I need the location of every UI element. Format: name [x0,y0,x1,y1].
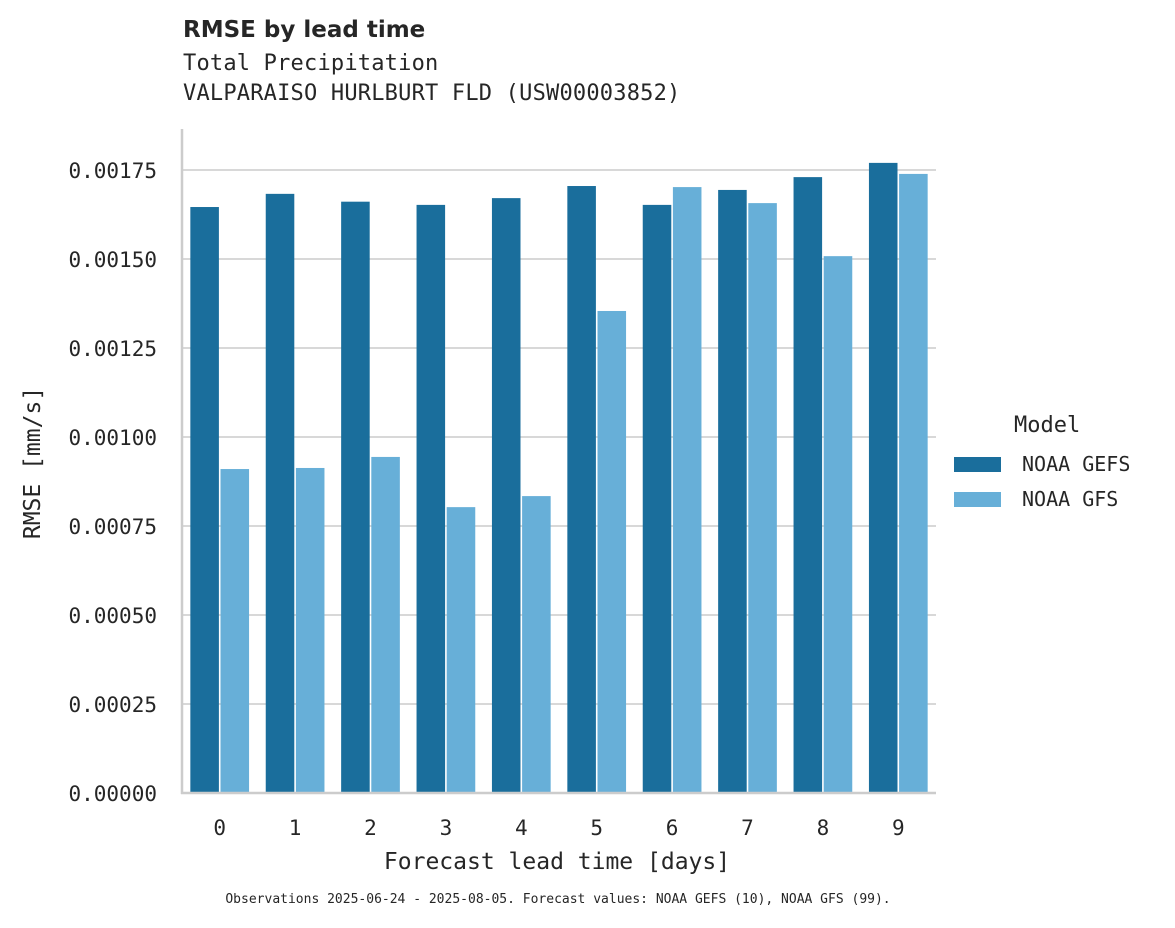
bar-noaa-gfs-6 [672,187,702,793]
bar-noaa-gfs-9 [899,173,928,793]
chart-title: RMSE by lead time [183,17,426,43]
bars [190,162,928,794]
legend-label: NOAA GFS [1022,487,1119,511]
y-tick-label: 0.00050 [68,604,157,628]
bar-noaa-gfs-5 [597,310,627,793]
legend-swatch-gfs [954,491,1001,507]
legend-item-noaa-gefs: NOAA GEFS [954,452,1130,476]
x-tick-label: 6 [666,816,679,840]
y-tick-label: 0.00000 [68,782,157,806]
x-tick-label: 0 [213,816,226,840]
x-axis-label: Forecast lead time [days] [384,849,730,875]
x-tick-label: 9 [892,816,905,840]
bar-noaa-gfs-3 [446,507,476,793]
bar-noaa-gfs-4 [522,496,551,793]
bar-noaa-gfs-1 [295,467,325,793]
x-tick-labels: 0 1 2 3 4 5 6 7 8 9 [213,816,904,840]
y-tick-label: 0.00125 [68,337,157,361]
legend-title: Model [1014,413,1081,438]
y-tick-label: 0.00075 [68,515,157,539]
bar-noaa-gefs-2 [341,201,370,793]
x-tick-label: 2 [364,816,377,840]
x-tick-label: 5 [590,816,603,840]
legend-item-noaa-gfs: NOAA GFS [954,487,1118,511]
y-tick-label: 0.00175 [68,159,157,183]
bar-noaa-gefs-7 [718,189,747,793]
x-tick-label: 7 [741,816,754,840]
legend-swatch-gefs [954,456,1001,472]
gridlines [182,169,936,705]
y-tick-label: 0.00025 [68,693,157,717]
footer-note: Observations 2025-06-24 - 2025-08-05. Fo… [225,892,891,907]
x-tick-label: 4 [515,816,528,840]
bar-noaa-gfs-8 [823,256,853,794]
x-tick-label: 1 [289,816,302,840]
axes [180,129,936,795]
legend-label: NOAA GEFS [1022,452,1131,476]
bar-noaa-gfs-0 [220,469,250,793]
y-tick-labels: 0.00000 0.00025 0.00050 0.00075 0.00100 0.001… [68,159,157,806]
bar-noaa-gefs-6 [642,204,672,793]
bar-noaa-gefs-9 [868,162,898,793]
bar-noaa-gefs-8 [793,177,823,793]
y-axis-label: RMSE [mm/s] [20,387,46,539]
bar-noaa-gefs-4 [491,198,521,793]
bar-noaa-gefs-0 [190,207,219,794]
chart-subtitle-station: VALPARAISO HURLBURT FLD (USW00003852) [183,81,681,106]
bar-noaa-gefs-1 [265,193,295,794]
chart-subtitle-variable: Total Precipitation [183,51,439,76]
y-tick-label: 0.00150 [68,248,157,272]
bar-noaa-gfs-7 [748,203,777,793]
y-tick-label: 0.00100 [68,426,157,450]
x-tick-label: 3 [440,816,453,840]
x-tick-label: 8 [817,816,830,840]
bar-noaa-gfs-2 [371,456,400,793]
bar-noaa-gefs-5 [567,186,596,793]
bar-noaa-gefs-3 [416,204,446,793]
